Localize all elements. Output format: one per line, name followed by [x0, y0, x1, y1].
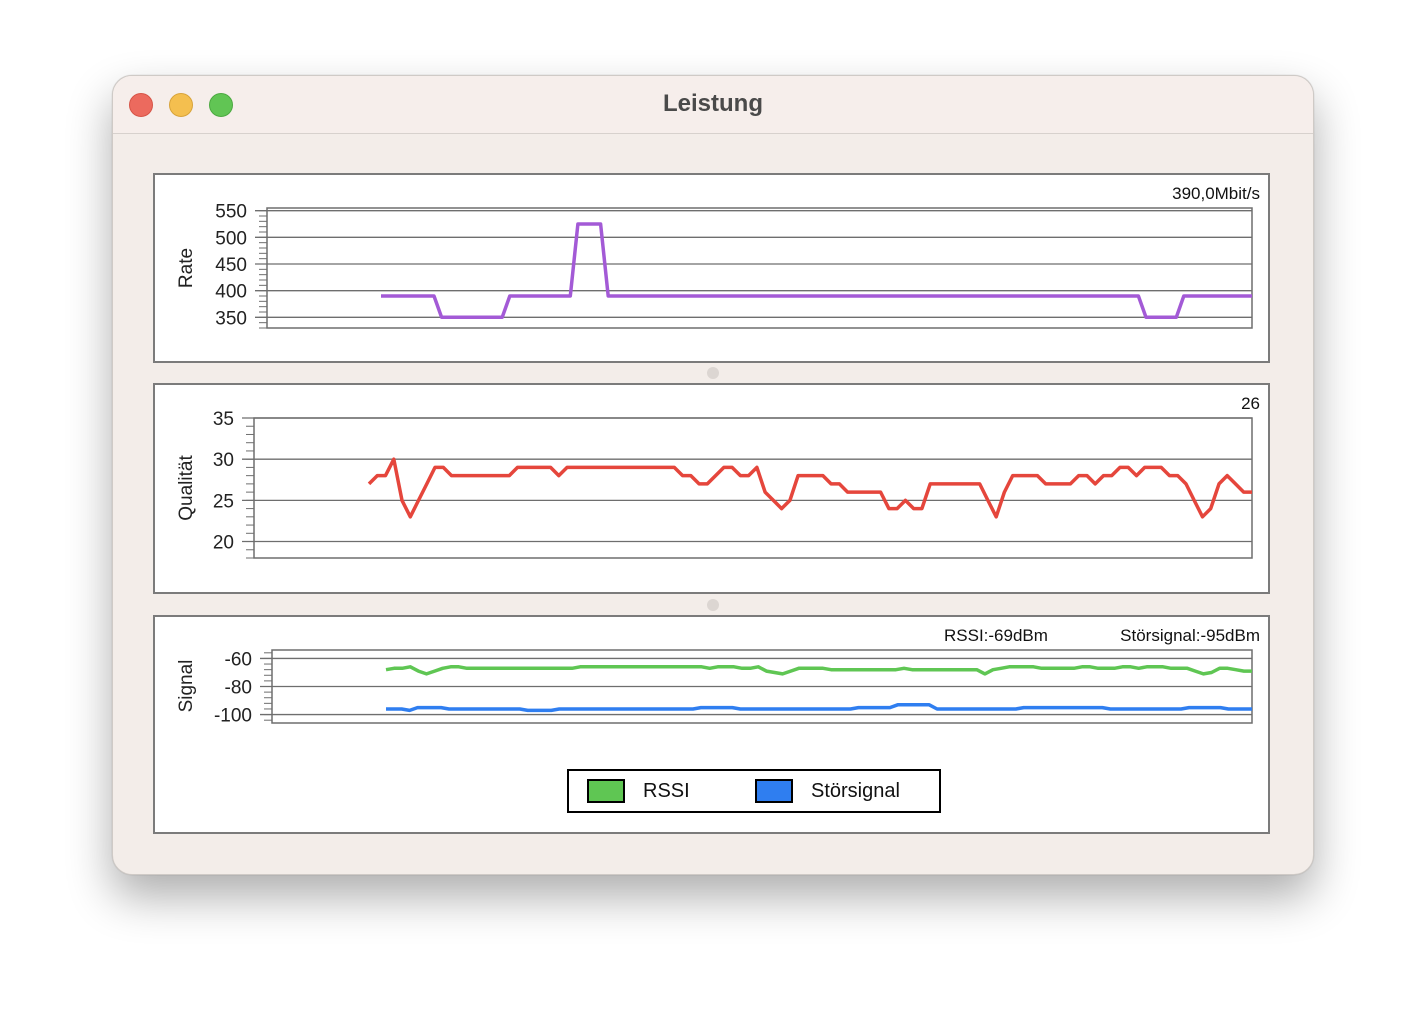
y-tick-label: -60 — [225, 649, 252, 670]
plot-frame — [254, 418, 1252, 558]
series-line-qualität — [369, 459, 1252, 517]
y-tick-label: 550 — [215, 202, 247, 223]
quality-chart: 20 25 30 35 Qualität 26 — [155, 385, 1272, 596]
splitter-handle[interactable] — [707, 367, 719, 379]
y-tick-label: 35 — [213, 409, 234, 430]
legend-swatch-noise — [755, 779, 793, 803]
performance-window: Leistung 350 400 450 500 550 Rate 390,0Mbit/s … — [112, 75, 1314, 875]
legend-label-rssi: RSSI — [643, 780, 690, 803]
noise-readout: Störsignal:-95dBm — [1120, 626, 1260, 645]
legend-swatch-rssi — [587, 779, 625, 803]
series-line-störsignal — [386, 705, 1252, 711]
chart-legend: RSSI Störsignal — [567, 769, 941, 813]
y-tick-label: -100 — [214, 706, 252, 727]
window-title: Leistung — [113, 90, 1313, 118]
series-line-rate — [381, 224, 1252, 317]
series-line-rssi — [386, 667, 1252, 674]
splitter-handle[interactable] — [707, 599, 719, 611]
rate-chart: 350 400 450 500 550 Rate 390,0Mbit/s — [155, 175, 1272, 365]
y-tick-label: 350 — [215, 308, 247, 329]
title-bar: Leistung — [113, 76, 1313, 134]
y-axis-label: Rate — [176, 248, 197, 288]
legend-label-noise: Störsignal — [811, 780, 900, 803]
signal-chart-panel: -60 -80 -100 Signal RSSI:-69dBm Störsignal:-9… — [153, 615, 1270, 834]
y-axis-label: Signal — [176, 660, 197, 713]
y-tick-label: 450 — [215, 255, 247, 276]
quality-chart-panel: 20 25 30 35 Qualität 26 — [153, 383, 1270, 594]
current-value-readout: 390,0Mbit/s — [1172, 184, 1260, 203]
y-axis-label: Qualität — [176, 455, 197, 521]
y-tick-label: 30 — [213, 450, 234, 471]
y-tick-label: 25 — [213, 491, 234, 512]
y-tick-label: 500 — [215, 228, 247, 249]
plot-frame — [267, 208, 1252, 328]
y-tick-label: -80 — [225, 678, 252, 699]
y-tick-label: 400 — [215, 282, 247, 303]
current-value-readout: 26 — [1241, 394, 1260, 413]
rssi-readout: RSSI:-69dBm — [944, 626, 1048, 645]
y-tick-label: 20 — [213, 533, 234, 554]
rate-chart-panel: 350 400 450 500 550 Rate 390,0Mbit/s — [153, 173, 1270, 363]
